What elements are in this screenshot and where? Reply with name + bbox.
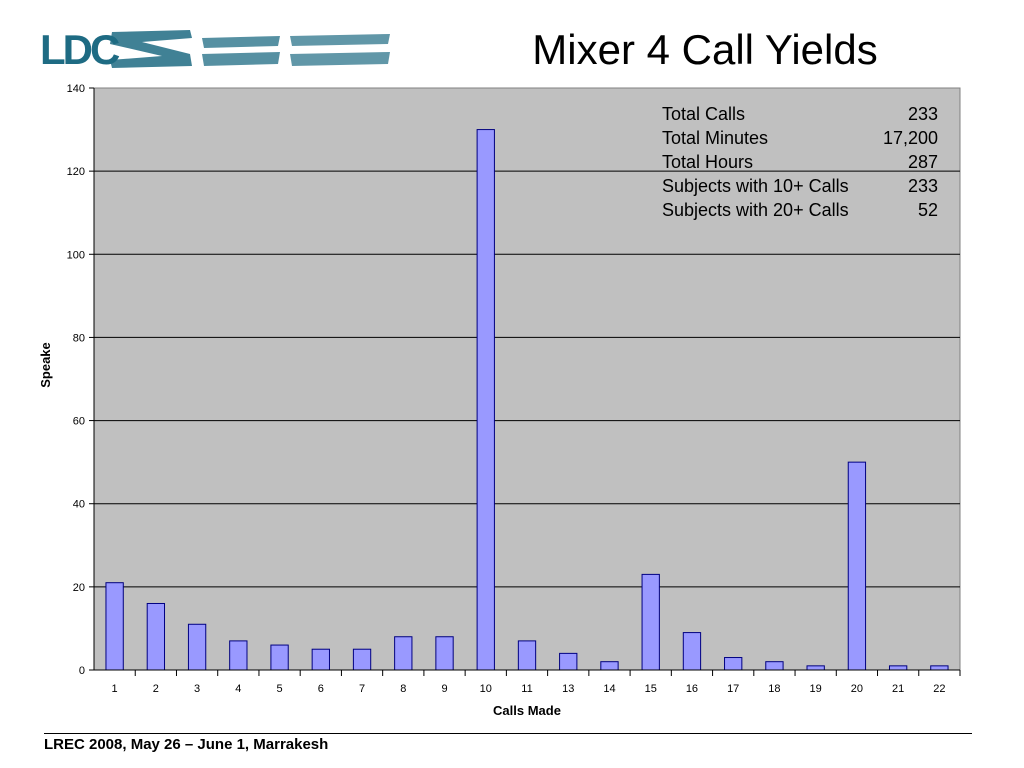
stat-row: Subjects with 20+ Calls 52 [662, 198, 938, 222]
stat-value: 287 [907, 152, 938, 172]
x-tick-label: 10 [480, 683, 492, 695]
y-tick-label: 20 [73, 582, 85, 594]
x-tick-label: 1 [112, 683, 118, 695]
footer-text: LREC 2008, May 26 – June 1, Marrakesh [44, 736, 329, 753]
bar [765, 661, 784, 671]
stat-value: 52 [917, 200, 938, 220]
bar [229, 640, 248, 671]
x-tick-label: 15 [645, 683, 657, 695]
x-tick-label: 22 [933, 683, 945, 695]
y-tick-label: 60 [73, 416, 85, 428]
x-tick-label: 18 [768, 683, 780, 695]
y-tick-label: 140 [67, 83, 85, 95]
x-tick-label: 7 [359, 683, 365, 695]
ldc-logo: LDC [40, 26, 390, 73]
x-tick-label: 8 [400, 683, 406, 695]
stat-label: Subjects with 20+ Calls [662, 200, 849, 220]
bar [930, 665, 949, 671]
x-tick-label: 16 [686, 683, 698, 695]
x-tick-label: 9 [441, 683, 447, 695]
bar [311, 648, 330, 671]
slide-title: Mixer 4 Call Yields [532, 26, 878, 73]
x-tick-label: 6 [318, 683, 324, 695]
footer-divider [44, 733, 972, 734]
stat-label: Total Minutes [662, 128, 769, 148]
stat-row: Total Minutes 17,200 [662, 126, 938, 150]
gridlines [94, 170, 960, 588]
y-axis: 0 20 40 60 80 100 120 140 [67, 83, 95, 677]
stat-row: Subjects with 10+ Calls 233 [662, 174, 938, 198]
bar [806, 665, 825, 671]
x-tick-label: 4 [235, 683, 241, 695]
stat-value: 233 [907, 176, 938, 196]
x-axis: 1 2 3 4 5 6 7 8 9 10 11 13 14 15 16 17 18 19 20 21 22 [94, 669, 961, 695]
y-tick-label: 0 [79, 665, 85, 677]
bar [270, 644, 289, 671]
bar [352, 648, 372, 671]
x-tick-label: 14 [603, 683, 615, 695]
stat-row: Total Calls 233 [662, 102, 938, 126]
bars [105, 129, 949, 671]
logo-wave-graphic [110, 30, 390, 68]
bar [682, 632, 702, 671]
x-axis-title: Calls Made [493, 703, 561, 718]
bar [435, 636, 454, 671]
bar [476, 129, 495, 671]
x-tick-label: 19 [810, 683, 822, 695]
plot-area [93, 87, 961, 671]
stat-value: 233 [907, 104, 938, 124]
x-tick-label: 11 [521, 683, 532, 695]
y-tick-label: 80 [73, 332, 85, 344]
x-tick-label: 13 [562, 683, 574, 695]
x-tick-label: 21 [892, 683, 904, 695]
y-tick-label: 120 [67, 166, 85, 178]
bar [724, 657, 743, 671]
stat-label: Total Calls [662, 104, 746, 124]
stat-label: Total Hours [662, 152, 754, 172]
y-axis-title: Speake [38, 342, 53, 388]
y-tick-label: 100 [67, 249, 85, 261]
bar [847, 461, 867, 671]
stat-label: Subjects with 10+ Calls [662, 176, 849, 196]
bar [641, 573, 660, 671]
x-tick-label: 5 [277, 683, 283, 695]
bar [187, 623, 207, 671]
x-tick-label: 17 [727, 683, 739, 695]
x-tick-label: 3 [194, 683, 200, 695]
y-tick-label: 40 [73, 499, 85, 511]
summary-stats: Total Calls 233 Total Minutes 17,200 Total H… [662, 102, 938, 222]
x-tick-label: 2 [153, 683, 159, 695]
bar [146, 602, 166, 671]
ldc-logo-text: LDC [40, 26, 120, 73]
bar [559, 652, 578, 671]
bar [105, 582, 124, 671]
stat-value: 17,200 [882, 128, 938, 148]
x-tick-label: 20 [851, 683, 863, 695]
bar [600, 661, 619, 671]
bar [394, 636, 413, 671]
stat-row: Total Hours 287 [662, 150, 938, 174]
bar [888, 665, 908, 671]
bar [517, 640, 537, 671]
